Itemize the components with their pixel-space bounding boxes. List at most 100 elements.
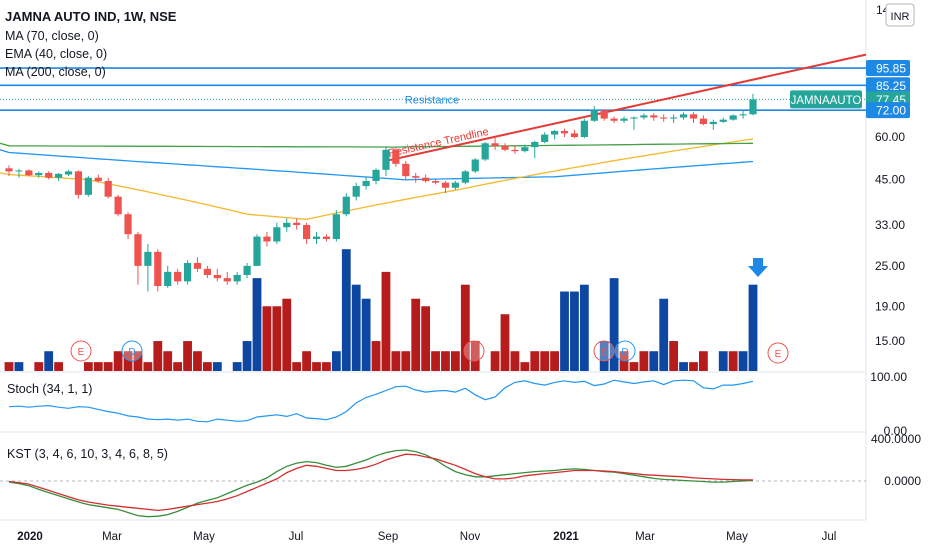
- indicator-ma200-label[interactable]: MA (200, close, 0): [5, 65, 106, 79]
- candle: [679, 112, 688, 120]
- candle-body: [670, 117, 678, 119]
- candle-body: [273, 227, 281, 242]
- volume-bar: [371, 341, 381, 371]
- candle: [382, 147, 390, 177]
- candle: [223, 271, 231, 285]
- candle-body: [531, 141, 539, 148]
- candle-body: [560, 130, 569, 134]
- candlesticks: [5, 93, 757, 292]
- volume-bar: [292, 362, 302, 371]
- candle: [501, 143, 509, 152]
- volume-bar: [351, 284, 361, 371]
- candle: [709, 119, 717, 130]
- volume-bar: [381, 271, 391, 371]
- candle: [471, 158, 479, 173]
- event-marker[interactable]: [70, 340, 92, 362]
- candle: [481, 141, 489, 161]
- candle: [392, 147, 400, 167]
- candle: [253, 234, 261, 266]
- candle-body: [749, 99, 757, 115]
- candle: [104, 177, 112, 199]
- event-marker[interactable]: [593, 340, 615, 362]
- volume-bar: [183, 341, 192, 371]
- kst-pane: [0, 449, 866, 518]
- candle: [580, 118, 588, 139]
- candle-body: [620, 118, 628, 121]
- candle: [174, 268, 182, 285]
- currency-label[interactable]: INR: [891, 11, 910, 23]
- candle-body: [293, 222, 301, 225]
- volume-bar: [520, 362, 530, 371]
- kst-title[interactable]: KST (3, 4, 6, 10, 3, 4, 6, 8, 5): [7, 447, 168, 461]
- candle-body: [124, 214, 132, 235]
- candle: [729, 114, 737, 121]
- candle: [94, 174, 102, 183]
- candle-body: [590, 110, 598, 121]
- candle-body: [481, 143, 489, 160]
- volume-bar: [431, 351, 440, 371]
- volume-bar: [282, 298, 292, 371]
- indicator-ma70-label[interactable]: MA (70, close, 0): [5, 29, 99, 43]
- candle: [273, 222, 281, 245]
- candle-body: [570, 133, 579, 137]
- candle: [342, 193, 350, 217]
- volume-bar: [560, 291, 569, 371]
- candle: [521, 144, 529, 153]
- volume-bar: [123, 351, 133, 371]
- candle: [114, 194, 122, 217]
- time-axis-tick: Mar: [102, 531, 122, 543]
- volume-bar: [639, 351, 649, 371]
- volume-bar: [93, 362, 103, 371]
- event-marker[interactable]: [121, 340, 143, 362]
- volume-bar: [629, 362, 639, 371]
- volume-bar: [500, 314, 510, 371]
- candle: [35, 171, 43, 178]
- candle-body: [223, 278, 231, 282]
- event-marker[interactable]: [767, 342, 789, 364]
- candle-body: [322, 236, 331, 240]
- price-axis-tick: 33.00: [875, 218, 905, 232]
- candle: [124, 212, 132, 240]
- symbol-badge[interactable]: [790, 90, 862, 109]
- price-axis-label: [866, 77, 910, 94]
- candle-body: [94, 177, 102, 181]
- candle-body: [451, 182, 459, 188]
- ema40-line: [0, 138, 754, 220]
- volume-bar: [470, 341, 480, 371]
- price-axis-tick: 25.00: [875, 259, 905, 273]
- candle-body: [392, 149, 400, 164]
- stoch-title[interactable]: Stoch (34, 1, 1): [7, 382, 92, 396]
- candle-body: [144, 251, 152, 266]
- candle-body: [253, 236, 261, 266]
- candle: [5, 165, 13, 177]
- volume-bar: [143, 362, 153, 371]
- currency-button[interactable]: [885, 3, 915, 27]
- candle: [600, 109, 608, 121]
- volume-bar: [579, 284, 589, 371]
- candle: [144, 244, 152, 292]
- stoch-line: [8, 379, 754, 423]
- candle: [263, 231, 271, 247]
- candle-body: [541, 134, 549, 142]
- candle-body: [679, 114, 688, 118]
- volume-bar: [153, 341, 163, 371]
- candle-body: [263, 236, 271, 242]
- volume-bar: [272, 306, 282, 371]
- volume-bar: [252, 278, 262, 371]
- candle-body: [511, 149, 519, 152]
- candle: [293, 218, 301, 230]
- candle: [640, 113, 648, 120]
- candle-body: [352, 186, 360, 197]
- event-marker[interactable]: [614, 340, 636, 362]
- candle: [352, 182, 360, 201]
- candle-body: [739, 114, 747, 116]
- candle: [491, 137, 499, 150]
- event-marker[interactable]: [463, 340, 485, 362]
- time-axis-tick: May: [193, 531, 215, 543]
- resistance-trendline[interactable]: [385, 53, 867, 162]
- volume-bar: [411, 298, 421, 371]
- indicator-ema40-label[interactable]: EMA (40, close, 0): [5, 47, 107, 61]
- candle: [332, 210, 340, 242]
- down-arrow-icon[interactable]: [748, 258, 768, 277]
- candle: [451, 180, 459, 190]
